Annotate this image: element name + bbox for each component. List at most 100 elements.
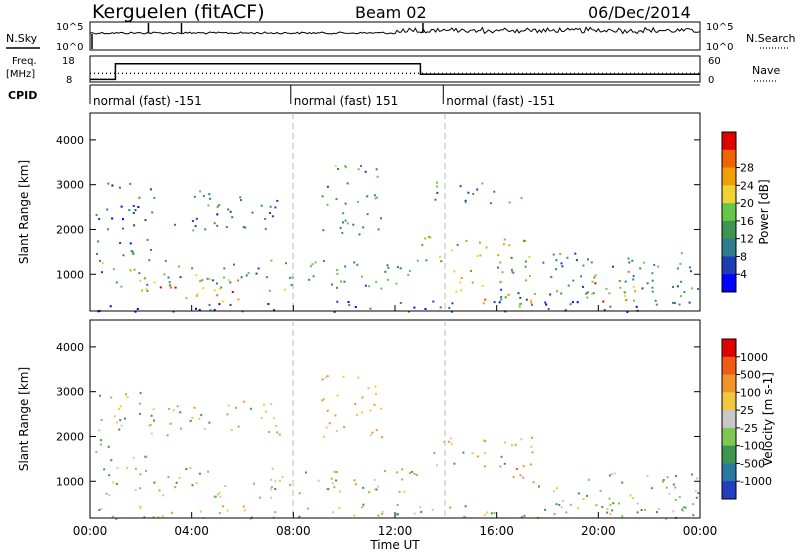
data-point bbox=[627, 257, 630, 260]
data-point bbox=[174, 286, 177, 289]
data-point bbox=[502, 243, 505, 246]
data-point bbox=[504, 441, 507, 444]
data-point bbox=[148, 424, 151, 427]
data-point bbox=[621, 481, 624, 484]
data-point bbox=[357, 376, 360, 379]
data-point bbox=[529, 463, 532, 466]
colorbar-tick-label: -1000 bbox=[740, 475, 772, 488]
data-point bbox=[195, 217, 198, 220]
data-point bbox=[606, 511, 609, 514]
data-point bbox=[560, 506, 563, 509]
data-point bbox=[354, 403, 357, 406]
data-point bbox=[126, 396, 129, 399]
data-point bbox=[326, 185, 329, 188]
data-point bbox=[455, 290, 458, 293]
data-point bbox=[369, 409, 372, 412]
data-point bbox=[176, 405, 179, 408]
data-point bbox=[448, 306, 451, 309]
data-point bbox=[179, 427, 182, 430]
data-point bbox=[167, 276, 170, 279]
data-point bbox=[681, 508, 684, 511]
data-point bbox=[139, 412, 142, 415]
data-point bbox=[633, 299, 635, 302]
data-point bbox=[361, 506, 364, 509]
data-point bbox=[151, 211, 154, 214]
data-point bbox=[342, 221, 344, 224]
date-title: 06/Dec/2014 bbox=[588, 3, 691, 22]
power-ylabel: Slant Range [km] bbox=[17, 160, 31, 264]
colorbar-swatch bbox=[722, 203, 736, 222]
y-tick-label: 3000 bbox=[56, 386, 84, 399]
data-point bbox=[459, 281, 462, 284]
data-point bbox=[333, 310, 336, 313]
data-point bbox=[569, 303, 572, 306]
data-point bbox=[326, 409, 329, 412]
data-point bbox=[208, 303, 211, 306]
data-point bbox=[206, 277, 209, 280]
data-point bbox=[476, 188, 479, 191]
data-point bbox=[274, 511, 277, 514]
data-point bbox=[129, 182, 132, 185]
data-point bbox=[168, 284, 171, 287]
data-point bbox=[533, 292, 536, 295]
data-point bbox=[115, 482, 118, 485]
data-point bbox=[264, 228, 267, 231]
x-tick-label: 00:00 bbox=[683, 524, 718, 538]
data-point bbox=[138, 196, 141, 199]
data-point bbox=[606, 508, 609, 511]
data-point bbox=[332, 511, 335, 514]
data-point bbox=[632, 285, 635, 288]
y-tick-label: 4000 bbox=[56, 134, 84, 147]
data-point bbox=[499, 281, 502, 284]
data-point bbox=[335, 430, 338, 432]
data-point bbox=[108, 474, 111, 477]
data-point bbox=[100, 507, 103, 510]
data-point bbox=[477, 455, 479, 458]
data-point bbox=[591, 280, 594, 283]
data-point bbox=[97, 240, 100, 243]
data-point bbox=[428, 236, 430, 238]
data-point bbox=[696, 477, 698, 480]
data-point bbox=[380, 217, 382, 220]
data-point bbox=[692, 514, 695, 517]
data-point bbox=[650, 487, 653, 490]
data-point bbox=[271, 467, 274, 470]
data-point bbox=[161, 515, 164, 518]
power-colorbar: 4 8 12 16 20 24 28 bbox=[721, 131, 754, 293]
x-tick-label: 20:00 bbox=[581, 524, 616, 538]
data-point bbox=[107, 445, 110, 448]
data-point bbox=[273, 309, 276, 312]
colorbar-swatch bbox=[722, 185, 736, 204]
data-point bbox=[680, 252, 683, 255]
data-point bbox=[651, 286, 654, 289]
freq-ytick-top: 18 bbox=[62, 56, 75, 67]
colorbar-tick-label: 1000 bbox=[740, 351, 768, 364]
nsky-ytick-top: 10^5 bbox=[56, 22, 83, 33]
data-point bbox=[338, 507, 341, 510]
x-axis: 00:00 04:00 08:00 12:00 16:00 20:00 00:00 bbox=[73, 305, 718, 538]
data-point bbox=[592, 292, 595, 295]
data-point bbox=[672, 301, 675, 304]
data-point bbox=[368, 285, 371, 288]
nsky-rtick-top: 10^5 bbox=[706, 22, 733, 33]
data-point bbox=[608, 292, 611, 295]
data-point bbox=[626, 310, 629, 313]
data-point bbox=[152, 516, 155, 519]
data-point bbox=[688, 301, 691, 304]
data-point bbox=[490, 202, 492, 205]
data-point bbox=[646, 282, 649, 285]
data-point bbox=[500, 296, 503, 298]
data-point bbox=[456, 243, 459, 246]
data-point bbox=[233, 263, 235, 266]
data-point bbox=[375, 429, 378, 432]
data-point bbox=[470, 269, 472, 272]
data-point bbox=[207, 204, 210, 207]
data-point bbox=[218, 512, 221, 515]
data-point bbox=[99, 259, 101, 262]
data-point bbox=[115, 517, 118, 520]
data-point bbox=[275, 425, 278, 427]
data-point bbox=[279, 479, 281, 482]
data-point bbox=[449, 437, 452, 440]
data-point bbox=[662, 480, 664, 483]
data-point bbox=[342, 375, 345, 378]
